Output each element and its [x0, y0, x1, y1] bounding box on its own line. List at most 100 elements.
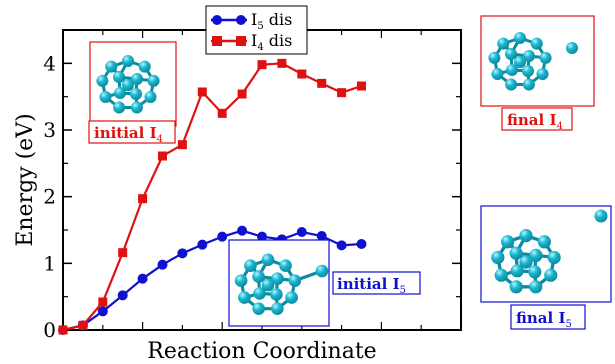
atom [522, 78, 535, 91]
atom [537, 235, 551, 249]
series-line-i4 [62, 62, 362, 332]
legend-entry-i4: I4 dis [211, 31, 292, 53]
legend-label-i5-main: I [251, 10, 257, 29]
inset-final-i5 [480, 205, 612, 303]
y-tick-label: 1 [43, 251, 56, 275]
series-line-i5 [62, 229, 362, 332]
point-i5 [356, 239, 367, 249]
point-i4 [217, 108, 227, 118]
atom [494, 268, 508, 282]
atom [285, 291, 298, 304]
label-final-i5-main: final I [516, 309, 565, 327]
atom [536, 68, 549, 80]
atom [238, 291, 251, 304]
legend-label-i5-sub: 5 [257, 21, 263, 32]
label-initial-i4-main: initial I [94, 124, 157, 142]
atom [539, 51, 552, 64]
atom [244, 259, 257, 272]
svg-text:initial I4: initial I4 [94, 124, 163, 145]
point-i5 [97, 306, 108, 317]
label-initial-i4-sub: 4 [157, 134, 163, 145]
point-i5 [257, 231, 267, 242]
atom [544, 268, 558, 282]
atom [488, 51, 501, 64]
legend-label-i4-sub: 4 [257, 42, 263, 53]
point-i5 [197, 239, 208, 250]
svg-text:I4 dis: I4 dis [251, 31, 292, 53]
label-final-i4-sub: 4 [556, 121, 562, 132]
legend-box [205, 5, 308, 55]
point-i5 [316, 231, 327, 241]
legend-entry-i5: I5 dis [211, 10, 292, 32]
atom [506, 64, 518, 76]
y-axis-label: Energy (eV) [13, 113, 38, 246]
point-i5 [117, 290, 128, 301]
atom [528, 265, 542, 279]
atom [497, 37, 510, 50]
atom [315, 264, 329, 278]
atom [130, 88, 142, 100]
point-i5 [336, 240, 347, 251]
label-initial-i5: initial I5 [332, 271, 421, 296]
point-i5 [137, 273, 148, 284]
point-i5 [296, 227, 307, 237]
atom [510, 264, 524, 278]
atom [505, 78, 518, 91]
atom [519, 255, 533, 269]
point-i5 [177, 248, 188, 259]
atom [523, 50, 535, 62]
point-i4 [177, 140, 187, 150]
label-initial-i4: initial I4 [88, 120, 176, 145]
atom [96, 74, 109, 87]
atom [491, 68, 504, 80]
atom [113, 101, 126, 114]
atom [114, 87, 126, 99]
label-final-i4: final I4 [501, 107, 573, 132]
atom [99, 91, 112, 103]
legend-label-i4-main: I [251, 31, 257, 50]
point-i4 [237, 89, 247, 99]
point-i4 [317, 78, 327, 88]
atom [253, 287, 266, 300]
inset-initial-i4 [89, 41, 177, 127]
inset-initial-i5 [228, 239, 330, 327]
atom [505, 48, 517, 60]
point-i4 [337, 88, 347, 98]
atom [547, 250, 561, 265]
label-initial-i5-main: initial I [337, 275, 400, 293]
y-tick-label: 0 [43, 318, 56, 342]
cluster-final-i4-icon [488, 32, 578, 91]
atom [509, 280, 523, 294]
atom [105, 60, 118, 73]
atom [519, 229, 533, 243]
atom [261, 253, 275, 267]
cluster-initial-i4-icon [96, 55, 160, 114]
point-i4 [58, 325, 68, 335]
label-final-i5-sub: 5 [565, 319, 571, 330]
legend: I5 dis I4 dis [205, 5, 308, 55]
y-tick-labels: 0 1 2 3 4 [43, 51, 56, 342]
point-i4 [118, 248, 128, 258]
label-initial-i5-sub: 5 [400, 285, 406, 296]
atom [130, 101, 143, 114]
point-i4 [158, 151, 167, 161]
atom [131, 73, 143, 85]
y-tick-label: 4 [43, 51, 56, 75]
legend-marker-i5 [212, 15, 222, 25]
label-final-i5: final I5 [510, 304, 586, 330]
atom [594, 209, 608, 223]
atom [279, 259, 292, 272]
point-i4 [357, 81, 366, 91]
point-i5 [237, 225, 248, 236]
atom [234, 274, 248, 287]
x-axis-label: Reaction Coordinate [147, 339, 376, 364]
legend-marker-i4 [212, 36, 222, 46]
inset-final-i4 [480, 15, 595, 107]
atom [271, 302, 284, 315]
point-i5 [157, 259, 168, 270]
atom [491, 250, 505, 265]
point-i4 [78, 320, 88, 330]
label-final-i4-main: final I [507, 111, 556, 129]
point-i4 [138, 194, 148, 204]
